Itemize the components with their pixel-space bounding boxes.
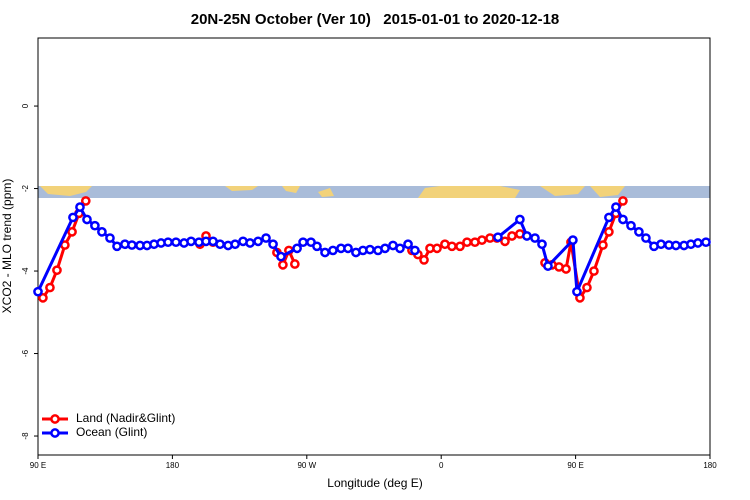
data-point: [618, 196, 628, 206]
data-point: [530, 233, 540, 243]
data-point: [522, 231, 532, 241]
data-point: [343, 243, 353, 254]
data-point: [365, 244, 375, 255]
data-point: [543, 261, 553, 271]
data-point: [171, 237, 181, 248]
data-point: [515, 214, 525, 225]
data-point: [598, 240, 608, 250]
x-tick-label: 180: [703, 461, 717, 470]
data-point: [38, 293, 48, 303]
data-point: [626, 220, 636, 231]
data-point: [500, 236, 510, 247]
data-point: [75, 202, 85, 212]
x-tick-label: 90 E: [30, 461, 46, 470]
data-point: [186, 236, 196, 247]
y-tick-label: 0: [21, 103, 30, 108]
data-point: [127, 240, 137, 250]
legend-marker: [50, 428, 60, 438]
data-point: [572, 286, 582, 297]
data-point: [215, 239, 225, 250]
data-point: [641, 233, 651, 243]
data-point: [604, 227, 614, 237]
data-point: [82, 214, 92, 225]
data-point: [507, 231, 517, 241]
data-point: [45, 282, 55, 293]
data-point: [320, 247, 330, 258]
data-point: [292, 243, 302, 254]
data-point: [52, 265, 62, 276]
data-point: [97, 227, 107, 237]
data-point: [477, 235, 487, 245]
data-point: [312, 241, 322, 252]
data-point: [656, 239, 666, 250]
data-point: [163, 237, 173, 248]
data-point: [33, 286, 43, 297]
y-tick-label: -8: [21, 432, 30, 440]
y-tick-label: -2: [21, 184, 30, 192]
map-strip: [38, 186, 710, 198]
data-point: [268, 239, 278, 250]
data-point: [432, 243, 442, 254]
data-point: [604, 212, 614, 223]
legend-label: Ocean (Glint): [76, 425, 147, 439]
data-point: [298, 237, 308, 248]
data-point: [493, 232, 503, 243]
data-point: [634, 227, 644, 237]
data-point: [380, 243, 390, 254]
data-point: [693, 238, 703, 248]
data-point: [90, 220, 100, 231]
legend-label: Land (Nadir&Glint): [76, 411, 175, 425]
data-point: [611, 202, 621, 212]
x-axis-label: Longitude (deg E): [327, 476, 422, 490]
y-tick-label: -4: [21, 267, 30, 275]
x-tick-label: 90 E: [567, 461, 583, 470]
data-point: [403, 239, 413, 250]
chart-title: 20N-25N October (Ver 10) 2015-01-01 to 2…: [191, 11, 560, 28]
data-point: [67, 227, 77, 237]
data-point: [68, 212, 78, 223]
x-tick-label: 0: [439, 461, 444, 470]
legend-marker: [50, 414, 60, 424]
data-point: [582, 282, 592, 293]
data-point: [618, 214, 628, 225]
data-point: [290, 259, 300, 269]
data-point: [455, 241, 465, 252]
data-point: [701, 237, 711, 248]
data-point: [261, 233, 271, 243]
data-point: [589, 266, 599, 276]
data-point: [462, 237, 472, 248]
data-point: [419, 255, 429, 265]
y-axis-label: XCO2 - MLO trend (ppm): [0, 179, 14, 314]
data-point: [410, 245, 420, 256]
data-point: [253, 236, 263, 247]
data-point: [537, 239, 547, 250]
data-point: [278, 260, 288, 270]
y-tick-label: -6: [21, 349, 30, 357]
x-tick-label: 90 W: [297, 461, 316, 470]
data-point: [112, 241, 122, 252]
data-point: [561, 264, 571, 274]
data-point: [105, 233, 115, 243]
data-point: [230, 239, 240, 250]
data-point: [245, 238, 255, 248]
data-point: [80, 196, 91, 206]
data-point: [328, 245, 338, 256]
data-point: [568, 235, 578, 245]
data-point: [447, 241, 457, 252]
data-point: [395, 243, 405, 254]
plot-frame: [37, 37, 711, 456]
data-point: [276, 251, 286, 262]
x-tick-label: 180: [166, 461, 180, 470]
data-point: [671, 240, 681, 251]
